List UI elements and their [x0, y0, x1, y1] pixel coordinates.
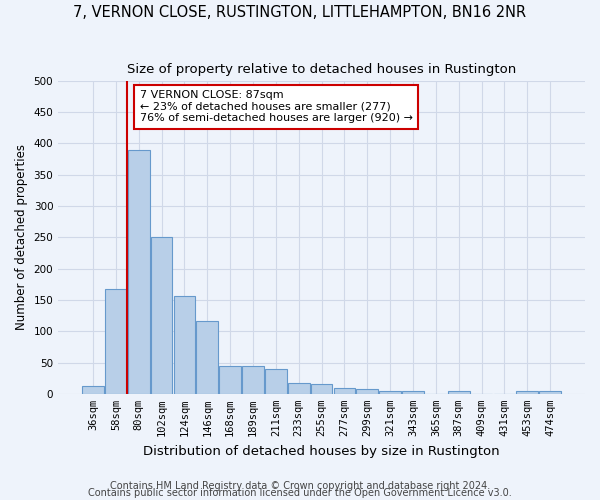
Bar: [356, 390, 378, 394]
Text: 7, VERNON CLOSE, RUSTINGTON, LITTLEHAMPTON, BN16 2NR: 7, VERNON CLOSE, RUSTINGTON, LITTLEHAMPT…: [73, 5, 527, 20]
Bar: [402, 390, 424, 394]
Bar: [288, 382, 310, 394]
Bar: [379, 390, 401, 394]
Title: Size of property relative to detached houses in Rustington: Size of property relative to detached ho…: [127, 62, 516, 76]
Bar: [448, 390, 470, 394]
Bar: [311, 384, 332, 394]
Text: Contains public sector information licensed under the Open Government Licence v3: Contains public sector information licen…: [88, 488, 512, 498]
Bar: [105, 290, 127, 394]
Bar: [265, 370, 287, 394]
X-axis label: Distribution of detached houses by size in Rustington: Distribution of detached houses by size …: [143, 444, 500, 458]
Bar: [539, 390, 561, 394]
Bar: [82, 386, 104, 394]
Bar: [196, 320, 218, 394]
Bar: [334, 388, 355, 394]
Bar: [219, 366, 241, 394]
Bar: [517, 390, 538, 394]
Bar: [242, 366, 264, 394]
Text: Contains HM Land Registry data © Crown copyright and database right 2024.: Contains HM Land Registry data © Crown c…: [110, 481, 490, 491]
Bar: [173, 296, 195, 394]
Y-axis label: Number of detached properties: Number of detached properties: [15, 144, 28, 330]
Bar: [151, 238, 172, 394]
Bar: [128, 150, 149, 394]
Text: 7 VERNON CLOSE: 87sqm
← 23% of detached houses are smaller (277)
76% of semi-det: 7 VERNON CLOSE: 87sqm ← 23% of detached …: [140, 90, 413, 124]
